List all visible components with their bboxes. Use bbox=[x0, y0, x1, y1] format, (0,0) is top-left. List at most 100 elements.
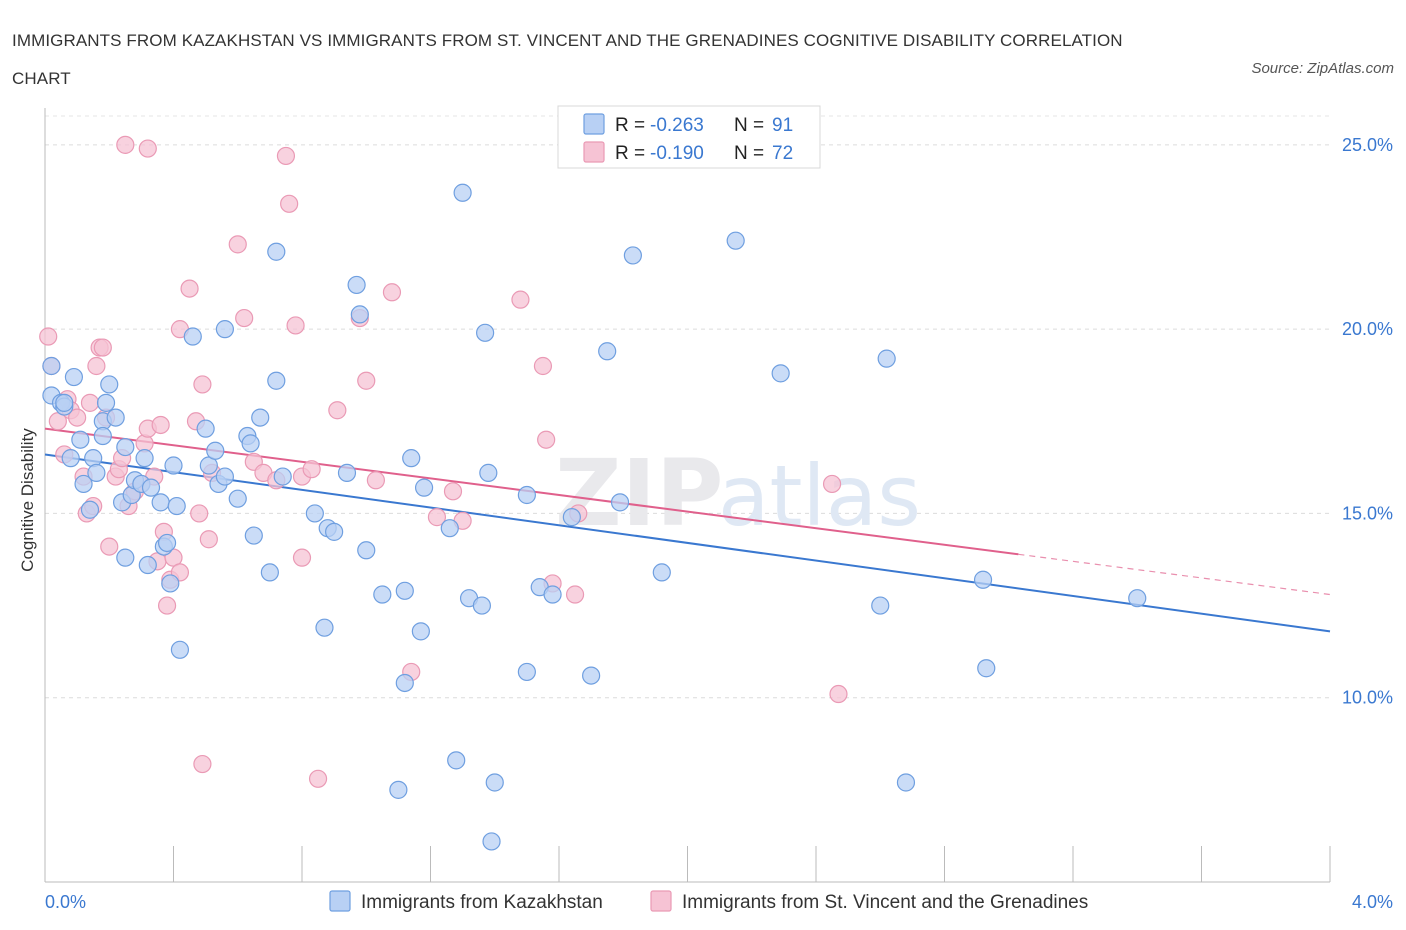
stats-n-label: N = bbox=[734, 115, 764, 136]
point-st-vincent bbox=[235, 308, 254, 328]
point-kazakhstan bbox=[610, 493, 630, 512]
stats-n-value: 91 bbox=[772, 115, 793, 136]
point-kazakhstan bbox=[771, 364, 790, 383]
y-tick-label: 10.0% bbox=[1342, 688, 1393, 708]
point-st-vincent bbox=[116, 135, 135, 154]
stats-r-label: R = bbox=[615, 115, 645, 136]
point-kazakhstan bbox=[414, 478, 434, 497]
point-kazakhstan bbox=[170, 640, 190, 659]
point-kazakhstan bbox=[167, 496, 186, 516]
point-st-vincent bbox=[93, 338, 112, 357]
point-kazakhstan bbox=[315, 618, 334, 637]
point-kazakhstan bbox=[71, 430, 90, 449]
point-kazakhstan bbox=[411, 622, 430, 641]
point-st-vincent bbox=[443, 482, 463, 501]
x-tick-label: 4.0% bbox=[1352, 892, 1393, 912]
point-st-vincent bbox=[280, 194, 299, 213]
point-kazakhstan bbox=[42, 356, 61, 376]
point-kazakhstan bbox=[84, 449, 103, 468]
point-kazakhstan bbox=[87, 463, 106, 482]
stats-n-value: 72 bbox=[772, 143, 793, 164]
point-st-vincent bbox=[537, 430, 556, 449]
point-st-vincent bbox=[80, 393, 100, 412]
point-kazakhstan bbox=[479, 463, 498, 482]
grid-lines bbox=[45, 115, 1330, 699]
chart-title: IMMIGRANTS FROM KAZAKHSTAN VS IMMIGRANTS… bbox=[12, 31, 1123, 88]
point-st-vincent bbox=[138, 139, 157, 158]
point-kazakhstan bbox=[350, 305, 369, 324]
point-kazakhstan bbox=[135, 449, 154, 468]
point-kazakhstan bbox=[373, 585, 392, 604]
point-kazakhstan bbox=[183, 327, 202, 346]
point-st-vincent bbox=[39, 327, 58, 346]
tick-labels: 10.0% 15.0% 20.0% 25.0% 0.0% 4.0% bbox=[45, 135, 1393, 912]
point-kazakhstan bbox=[55, 393, 74, 412]
point-st-vincent bbox=[565, 585, 585, 604]
point-st-vincent bbox=[357, 371, 376, 390]
legend-label: Immigrants from Kazakhstan bbox=[361, 892, 603, 913]
point-kazakhstan bbox=[1128, 589, 1147, 608]
stats-swatch bbox=[583, 113, 605, 135]
point-st-vincent bbox=[100, 537, 119, 556]
point-kazakhstan bbox=[877, 349, 896, 368]
point-kazakhstan bbox=[337, 463, 357, 482]
point-st-vincent bbox=[366, 471, 385, 490]
point-st-vincent bbox=[511, 290, 530, 309]
point-kazakhstan bbox=[977, 659, 996, 678]
point-st-vincent bbox=[822, 474, 842, 494]
point-kazakhstan bbox=[161, 574, 180, 593]
point-kazakhstan bbox=[325, 522, 344, 541]
point-st-vincent bbox=[292, 548, 312, 567]
x-tick-label: 0.0% bbox=[45, 892, 86, 912]
point-kazakhstan bbox=[623, 246, 642, 265]
legend-label: Immigrants from St. Vincent and the Gren… bbox=[682, 892, 1088, 913]
point-kazakhstan bbox=[206, 441, 225, 460]
point-kazakhstan bbox=[726, 231, 745, 250]
point-kazakhstan bbox=[389, 780, 408, 799]
point-st-vincent bbox=[308, 769, 328, 788]
point-kazakhstan bbox=[241, 434, 260, 453]
point-kazakhstan bbox=[196, 419, 215, 438]
point-kazakhstan bbox=[273, 467, 292, 486]
point-kazakhstan bbox=[871, 596, 890, 615]
point-kazakhstan bbox=[267, 371, 286, 390]
point-st-vincent bbox=[199, 530, 218, 549]
point-st-vincent bbox=[157, 596, 177, 615]
point-kazakhstan bbox=[93, 426, 112, 446]
point-kazakhstan bbox=[151, 493, 170, 512]
legend-swatch bbox=[329, 890, 351, 912]
point-kazakhstan bbox=[472, 596, 491, 615]
data-points bbox=[39, 135, 1147, 851]
point-kazakhstan bbox=[453, 183, 472, 202]
point-kazakhstan bbox=[64, 367, 84, 387]
y-tick-label: 25.0% bbox=[1342, 135, 1393, 155]
point-st-vincent bbox=[382, 283, 402, 302]
point-kazakhstan bbox=[164, 456, 183, 475]
watermark-zip: ZIP bbox=[555, 440, 723, 547]
point-kazakhstan bbox=[517, 662, 536, 682]
legend-swatch bbox=[650, 890, 672, 912]
point-kazakhstan bbox=[157, 533, 177, 553]
point-kazakhstan bbox=[582, 666, 601, 685]
point-kazakhstan bbox=[260, 563, 279, 582]
point-st-vincent bbox=[533, 356, 553, 376]
point-st-vincent bbox=[193, 375, 212, 394]
point-st-vincent bbox=[276, 146, 296, 166]
axes bbox=[44, 108, 1331, 883]
point-st-vincent bbox=[87, 356, 106, 376]
y-tick-label: 20.0% bbox=[1342, 319, 1393, 339]
series-legend: Immigrants from Kazakhstan Immigrants fro… bbox=[329, 890, 1088, 913]
point-kazakhstan bbox=[96, 393, 116, 412]
point-st-vincent bbox=[328, 401, 347, 420]
point-kazakhstan bbox=[141, 478, 161, 497]
point-st-vincent bbox=[427, 508, 447, 527]
stats-r-label: R = bbox=[615, 143, 645, 164]
point-st-vincent bbox=[151, 415, 170, 435]
point-kazakhstan bbox=[80, 500, 100, 519]
point-kazakhstan bbox=[652, 563, 671, 582]
point-kazakhstan bbox=[447, 751, 466, 770]
point-kazakhstan bbox=[395, 581, 414, 600]
point-kazakhstan bbox=[138, 555, 157, 575]
stats-n-label: N = bbox=[734, 143, 764, 164]
